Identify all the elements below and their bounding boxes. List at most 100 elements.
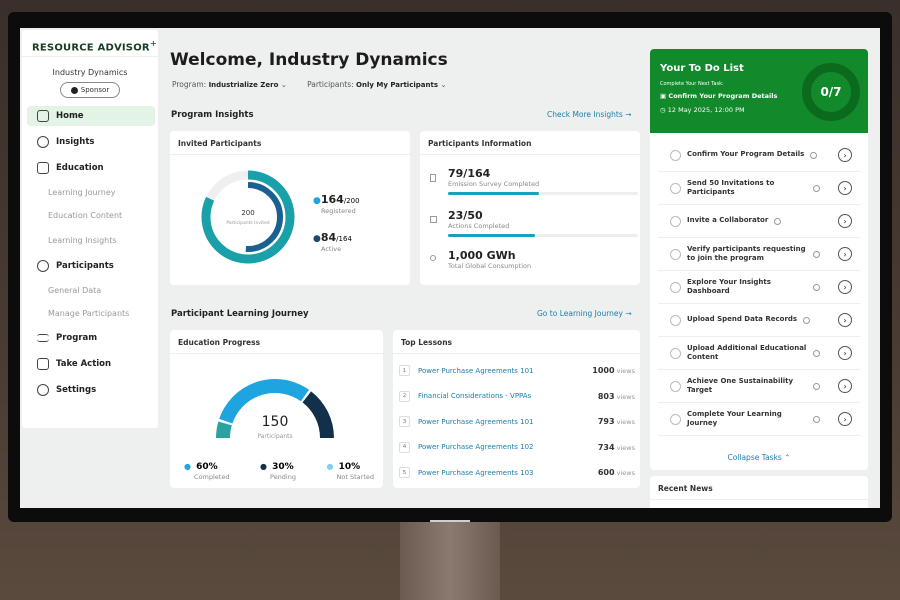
task-checkbox[interactable] <box>670 249 681 260</box>
help-icon[interactable] <box>813 383 820 390</box>
help-icon[interactable] <box>813 251 820 258</box>
sidebar-item-learning-journey[interactable]: Learning Journey <box>48 188 115 197</box>
sidebar-item-insights[interactable]: Insights <box>27 132 155 152</box>
next-task[interactable]: ▣ Confirm Your Program Details <box>660 92 777 100</box>
lesson-title-link[interactable]: Financial Considerations - VPPAs <box>418 392 598 400</box>
lesson-row[interactable]: 1Power Purchase Agreements 1011000 views <box>399 358 635 383</box>
divider <box>22 56 158 57</box>
legend-value: 60% <box>196 462 218 472</box>
todo-item[interactable]: Upload Spend Data Records› <box>658 304 860 337</box>
actions-completed-stat: 23/50Actions Completed <box>430 209 638 237</box>
task-checkbox[interactable] <box>670 414 681 425</box>
lesson-rank: 4 <box>399 442 410 453</box>
views-unit: views <box>617 393 635 401</box>
active-total: /164 <box>336 235 352 243</box>
lesson-title-link[interactable]: Power Purchase Agreements 101 <box>418 418 598 426</box>
help-icon[interactable] <box>803 317 810 324</box>
task-checkbox[interactable] <box>670 282 681 293</box>
sidebar-item-settings[interactable]: Settings <box>27 380 155 400</box>
chevron-right-circle-icon[interactable]: › <box>838 148 852 162</box>
help-icon[interactable] <box>810 152 817 159</box>
todo-item[interactable]: Invite a Collaborator› <box>658 205 860 238</box>
legend-label: Pending <box>260 473 296 481</box>
lesson-row[interactable]: 3Power Purchase Agreements 101793 views <box>399 409 635 434</box>
chevron-right-circle-icon[interactable]: › <box>838 379 852 393</box>
sidebar-item-label: Participants <box>56 261 114 271</box>
sponsor-badge[interactable]: Sponsor <box>60 82 120 98</box>
check-more-insights-link[interactable]: Check More Insights → <box>547 110 631 119</box>
gauge-center-label: Participants <box>257 433 292 440</box>
sidebar-item-participants[interactable]: Participants <box>27 256 155 276</box>
lesson-title-link[interactable]: Power Purchase Agreements 101 <box>418 367 592 375</box>
task-checkbox[interactable] <box>670 216 681 227</box>
sidebar-item-education-content[interactable]: Education Content <box>48 211 122 220</box>
sidebar-item-home[interactable]: Home <box>27 106 155 126</box>
active-dot: ● <box>313 234 321 244</box>
todo-item[interactable]: Send 50 Invitations to Participants› <box>658 172 860 205</box>
todo-item[interactable]: Achieve One Sustainability Target› <box>658 370 860 403</box>
help-icon[interactable] <box>813 350 820 357</box>
task-checkbox[interactable] <box>670 150 681 161</box>
education-progress-card: Education Progress 150 Participants ● 60… <box>170 330 383 488</box>
program-label: Program: <box>172 80 206 89</box>
legend-dot: ● <box>260 462 267 471</box>
due-date-text: 12 May 2025, 12:00 PM <box>668 106 745 114</box>
lesson-row[interactable]: 2Financial Considerations - VPPAs803 vie… <box>399 384 635 409</box>
chevron-right-circle-icon[interactable]: › <box>838 280 852 294</box>
registered-stat: ●164/200Registered <box>313 188 360 215</box>
sidebar-item-general-data[interactable]: General Data <box>48 286 101 295</box>
help-icon[interactable] <box>813 416 820 423</box>
recent-news-card: Recent News <box>650 476 868 508</box>
chevron-down-icon: ⌄ <box>440 80 446 89</box>
todo-item[interactable]: Upload Additional Educational Content› <box>658 337 860 370</box>
chevron-right-circle-icon[interactable]: › <box>838 346 852 360</box>
task-checkbox[interactable] <box>670 183 681 194</box>
participants-select[interactable]: Participants: Only My Participants ⌄ <box>307 80 447 89</box>
lesson-row[interactable]: 5Power Purchase Agreements 103600 views <box>399 460 635 485</box>
chevron-right-circle-icon[interactable]: › <box>838 313 852 327</box>
todo-item[interactable]: Complete Your Learning Journey› <box>658 403 860 436</box>
chevron-right-circle-icon[interactable]: › <box>838 214 852 228</box>
help-icon[interactable] <box>813 185 820 192</box>
chevron-right-circle-icon[interactable]: › <box>838 412 852 426</box>
collapse-tasks-button[interactable]: Collapse Tasks ⌃ <box>650 453 868 462</box>
participants-icon <box>37 260 49 272</box>
todo-item[interactable]: Verify participants requesting to join t… <box>658 238 860 271</box>
sidebar-item-manage-participants[interactable]: Manage Participants <box>48 309 129 318</box>
next-task-label: Complete Your Next Task: <box>660 81 724 87</box>
help-icon[interactable] <box>813 284 820 291</box>
todo-title: Your To Do List <box>660 63 744 74</box>
help-icon[interactable] <box>774 218 781 225</box>
lesson-title-link[interactable]: Power Purchase Agreements 103 <box>418 469 598 477</box>
chevron-right-circle-icon[interactable]: › <box>838 247 852 261</box>
lesson-rank: 5 <box>399 467 410 478</box>
program-select[interactable]: Program: Industrialize Zero ⌄ <box>172 80 287 89</box>
card-title: Participants Information <box>420 131 640 155</box>
lesson-title-link[interactable]: Power Purchase Agreements 102 <box>418 443 598 451</box>
todo-item[interactable]: Explore Your Insights Dashboard › <box>658 271 860 304</box>
global-consumption-stat: 1,000 GWhTotal Global Consumption <box>430 249 531 270</box>
education-legend: ● 60%Completed ● 30%Pending ● 10%Not Sta… <box>184 454 374 481</box>
go-to-learning-journey-link[interactable]: Go to Learning Journey → <box>537 309 632 318</box>
sidebar-item-learning-insights[interactable]: Learning Insights <box>48 236 117 245</box>
lesson-row[interactable]: 4 Power Purchase Agreements 102734 views <box>399 435 635 460</box>
legend-completed: ● 60%Completed <box>184 454 229 481</box>
sidebar-item-program[interactable]: Program <box>27 328 155 348</box>
legend-dot: ● <box>184 462 191 471</box>
todo-progress-ring: 0/7 <box>802 63 860 121</box>
task-checkbox[interactable] <box>670 348 681 359</box>
task-checkbox[interactable] <box>670 381 681 392</box>
task-checkbox[interactable] <box>670 315 681 326</box>
lesson-views: 734 views <box>598 443 635 452</box>
todo-header: Your To Do List Complete Your Next Task:… <box>650 49 868 133</box>
sidebar-item-label: Education <box>56 163 104 173</box>
registered-label: Registered <box>313 207 360 215</box>
sidebar-item-education[interactable]: Education <box>27 158 155 178</box>
todo-item[interactable]: Confirm Your Program Details› <box>658 139 860 172</box>
sidebar-item-take-action[interactable]: Take Action <box>27 354 155 374</box>
task-label: Explore Your Insights Dashboard <box>687 278 807 296</box>
registered-value: 164 <box>321 193 344 206</box>
chevron-right-circle-icon[interactable]: › <box>838 181 852 195</box>
sidebar-item-label: Settings <box>56 385 96 395</box>
legend-dot: ● <box>327 462 334 471</box>
